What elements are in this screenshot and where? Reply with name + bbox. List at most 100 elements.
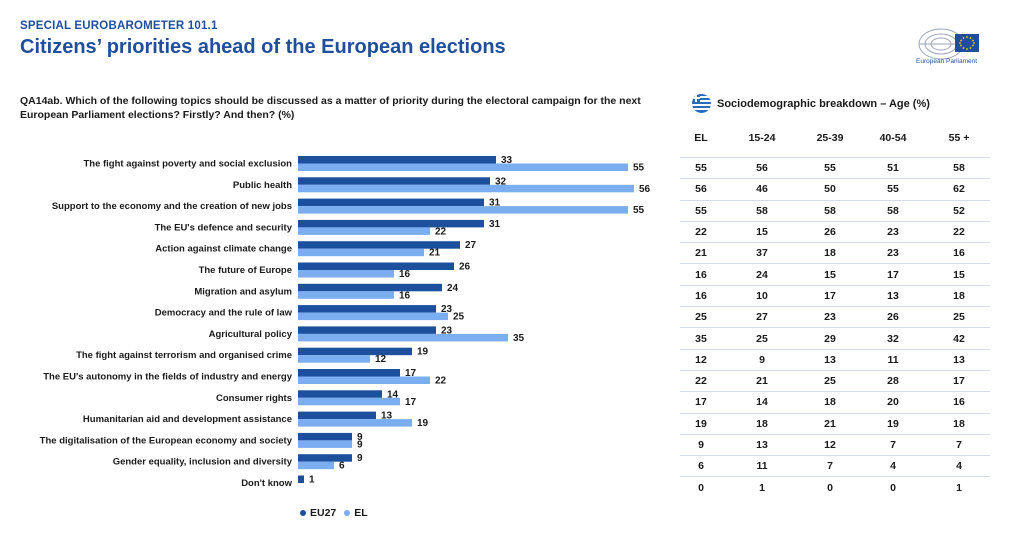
table-cell: 18 — [953, 417, 965, 430]
bar-eu27 — [298, 326, 436, 334]
value-label-eu27: 32 — [495, 176, 507, 187]
bar-eu27 — [298, 369, 400, 377]
category-label: Support to the economy and the creation … — [52, 201, 292, 212]
table-cell: 21 — [824, 417, 836, 430]
value-label-eu27: 31 — [489, 198, 501, 209]
question-text: QA14ab. Which of the following topics sh… — [20, 95, 641, 121]
table-cell: 0 — [827, 481, 833, 494]
table-cell: 18 — [953, 289, 965, 302]
table-body: 55 56 55 51 58 56 46 50 55 62 55 58 58 58 52 22 15 26 23 22… — [680, 157, 990, 498]
value-label-eu27: 23 — [441, 325, 453, 336]
value-label-eu27: 9 — [357, 432, 363, 443]
bar-eu27 — [298, 219, 484, 228]
table-row: 35 25 29 32 42 — [680, 327, 990, 348]
bar-el — [298, 461, 334, 470]
table-cell: 25 — [756, 332, 768, 345]
bar-eu27 — [298, 198, 484, 207]
value-label-el: 25 — [453, 312, 465, 323]
value-label-el: 19 — [417, 418, 429, 429]
category-label: Migration and asylum — [194, 286, 292, 297]
bar-el — [298, 270, 394, 278]
table-cell: 11 — [756, 460, 768, 473]
table-cell: 55 — [887, 183, 899, 196]
table-cell: 24 — [756, 268, 768, 281]
bar-el — [298, 248, 424, 257]
value-label-eu27: 9 — [357, 453, 363, 464]
table-row: 22 15 26 23 22 — [680, 220, 990, 242]
table-cell: 7 — [956, 439, 962, 451]
bar-el — [298, 206, 628, 214]
table-cell: 62 — [953, 183, 965, 196]
column-header: 15-24 — [748, 132, 776, 144]
bar-el — [298, 333, 508, 342]
category-label: Public health — [233, 180, 292, 191]
category-label: The EU's autonomy in the fields of indus… — [43, 372, 292, 383]
table-cell: 28 — [887, 375, 899, 388]
table-cell: 6 — [698, 460, 704, 473]
table-cell: 18 — [824, 247, 836, 260]
table-row: 22 21 25 28 17 — [680, 369, 990, 391]
table-cell: 58 — [756, 204, 768, 217]
column-header: 55 + — [948, 132, 970, 144]
table-cell: 46 — [756, 183, 768, 196]
table-cell: 27 — [756, 311, 768, 324]
bar-eu27 — [298, 475, 304, 483]
value-label-eu27: 33 — [501, 155, 513, 166]
table-cell: 26 — [887, 311, 899, 324]
category-label: Agricultural policy — [209, 329, 293, 340]
table-cell: 12 — [695, 353, 707, 366]
category-label: Democracy and the rule of law — [155, 308, 293, 319]
value-label-el: 21 — [429, 248, 441, 259]
european-parliament-logo-icon — [918, 28, 979, 60]
value-label-eu27: 17 — [405, 368, 417, 379]
table-row: 17 14 18 20 16 — [680, 391, 990, 412]
value-label-el: 56 — [639, 184, 651, 195]
category-label: The fight against terrorism and organise… — [76, 350, 292, 361]
table-cell: 19 — [887, 417, 899, 430]
table-cell: 15 — [953, 268, 965, 281]
table-cell: 26 — [824, 226, 836, 239]
bar-el — [298, 291, 394, 299]
table-cell: 13 — [887, 289, 899, 302]
table-cell: 55 — [695, 162, 707, 175]
table-cell: 7 — [890, 439, 896, 451]
value-label-eu27: 23 — [441, 304, 453, 315]
table-cell: 0 — [890, 481, 896, 494]
table-cell: 21 — [695, 247, 707, 260]
legend-label-eu27: EU27 — [310, 507, 337, 519]
table-cell: 17 — [695, 396, 707, 409]
table-cell: 14 — [756, 396, 768, 409]
table-cell: 29 — [824, 332, 836, 345]
category-label: The EU's defence and security — [155, 222, 293, 233]
table-row: 0 1 0 0 1 — [680, 476, 990, 497]
table-row: 55 56 55 51 58 — [680, 157, 990, 178]
value-label-el: 22 — [435, 376, 447, 387]
bar-el — [298, 227, 430, 235]
table-cell: 15 — [824, 268, 836, 281]
bar-eu27 — [298, 262, 454, 270]
value-label-el: 35 — [513, 333, 525, 344]
table-row: 6 11 7 4 4 — [680, 455, 990, 476]
legend-label-el: EL — [354, 507, 368, 519]
value-label-eu27: 1 — [309, 475, 315, 486]
table-row: 16 10 17 13 18 — [680, 284, 990, 306]
bar-eu27 — [298, 305, 436, 313]
chart-legend: EU27 EL — [300, 507, 368, 519]
table-cell: 23 — [824, 311, 836, 324]
greece-flag-icon — [692, 94, 711, 113]
breakdown-title-text: Sociodemographic breakdown – Age (%) — [717, 97, 930, 110]
table-cell: 18 — [824, 396, 836, 409]
category-label: Consumer rights — [216, 393, 292, 404]
table-cell: 51 — [887, 162, 899, 175]
table-cell: 13 — [824, 353, 836, 366]
table-row: 25 27 23 26 25 — [680, 306, 990, 327]
bar-el — [298, 376, 430, 384]
table-cell: 13 — [953, 353, 965, 366]
legend-item-el: EL — [344, 507, 368, 519]
table-cell: 50 — [824, 183, 836, 196]
table-cell: 42 — [953, 332, 965, 345]
category-label: Humanitarian aid and development assista… — [83, 414, 292, 425]
table-cell: 22 — [695, 226, 707, 239]
table-cell: 23 — [887, 247, 899, 260]
table-cell: 58 — [824, 204, 836, 217]
